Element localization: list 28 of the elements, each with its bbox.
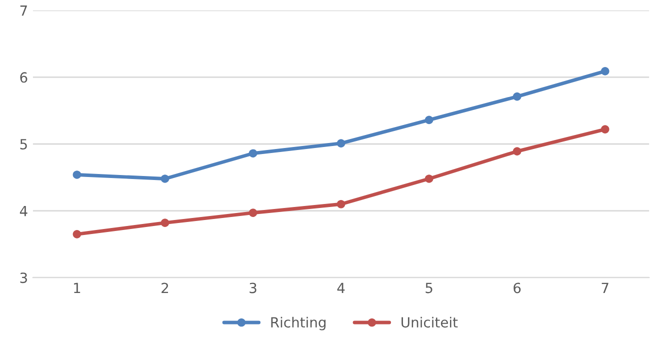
y-tick-label: 3 [20, 272, 27, 284]
y-tick-label: 7 [20, 6, 27, 16]
x-tick-label: 1 [74, 282, 80, 294]
x-tick-label: 7 [602, 282, 608, 294]
y-tick-label: 4 [20, 206, 28, 216]
point [248, 149, 258, 158]
x-tick-label: 5 [426, 282, 432, 294]
point [512, 147, 522, 156]
x-tick-label: 4 [337, 282, 345, 294]
point [600, 67, 610, 76]
legend-label: Uniciteit [402, 316, 458, 328]
point [424, 116, 434, 124]
x-tick-label: 6 [514, 282, 521, 294]
point [424, 174, 434, 183]
point [600, 125, 610, 134]
point [512, 92, 522, 101]
point [160, 174, 170, 183]
x-tick-label: 3 [250, 282, 256, 294]
point [336, 139, 346, 148]
y-tick-label: 6 [20, 72, 28, 83]
x-tick-label: 2 [162, 282, 168, 294]
point [336, 200, 346, 208]
point [72, 170, 82, 179]
legend-label: Richting [271, 316, 326, 330]
y-tick-label: 5 [20, 139, 27, 150]
point [72, 230, 82, 238]
point [160, 218, 170, 227]
point [248, 208, 258, 217]
